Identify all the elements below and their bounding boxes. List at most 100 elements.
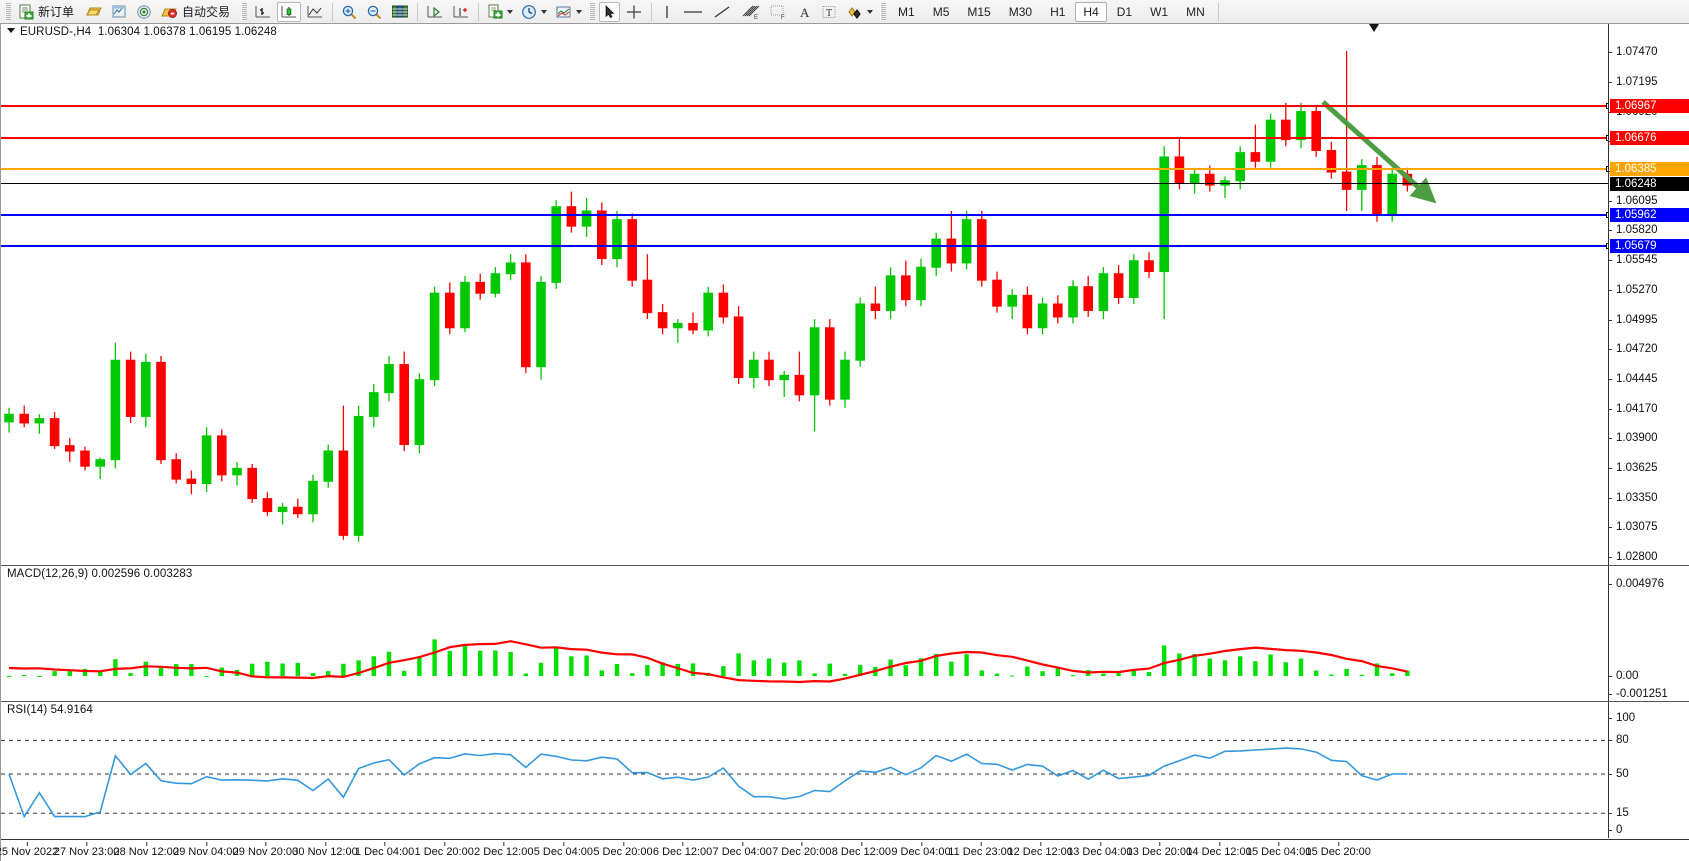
zoom-in-button[interactable]	[338, 2, 361, 22]
rsi-tick: 100	[1608, 712, 1689, 724]
channel-button[interactable]: F	[765, 2, 791, 22]
price-tick: 1.03625	[1608, 462, 1689, 474]
time-tick-label: 13 Dec 20:00	[1126, 842, 1193, 858]
timeframe-m1[interactable]: M1	[898, 4, 915, 19]
chevron-down-icon-4[interactable]	[867, 9, 874, 14]
pivot-line[interactable]	[1, 166, 1612, 173]
candle-body	[19, 413, 29, 424]
price-tick: 1.03350	[1608, 492, 1689, 504]
macd-histogram-bar	[599, 670, 604, 676]
candle-body	[4, 413, 14, 423]
crosshair-button[interactable]	[622, 2, 646, 22]
folder-button[interactable]	[83, 2, 106, 22]
macd-histogram-bar	[417, 656, 422, 676]
chevron-down-icon-2[interactable]	[541, 9, 548, 14]
macd-histogram-bar	[736, 653, 741, 676]
chart-collapse-icon[interactable]	[7, 28, 15, 33]
time-axis[interactable]: 25 Nov 2022 27 Nov 23:00 28 Nov 12:00 29 No…	[0, 839, 1689, 861]
price-pane[interactable]: EURUSD-,H4 1.06304 1.06378 1.06195 1.062…	[1, 24, 1689, 565]
candle-body	[627, 219, 638, 281]
chart-area[interactable]: EURUSD-,H4 1.06304 1.06378 1.06195 1.062…	[0, 24, 1689, 861]
text-button[interactable]: A	[793, 2, 815, 22]
timeframe-m5[interactable]: M5	[932, 4, 950, 19]
macd-histogram-bar	[1374, 663, 1380, 676]
cursor-button[interactable]	[599, 1, 621, 22]
templates-button[interactable]	[552, 2, 585, 22]
periods-button[interactable]	[518, 2, 550, 22]
macd-histogram-bar	[660, 662, 665, 676]
horizontal-line-button[interactable]	[679, 2, 707, 22]
price-tick: 1.04720	[1608, 343, 1689, 355]
zoom-out-button[interactable]	[363, 2, 386, 22]
candle-body	[1144, 260, 1154, 273]
chart-tools-grip[interactable]	[241, 2, 248, 21]
rsi-pane[interactable]: RSI(14) 54.9164 100 80 50 15 0	[1, 701, 1689, 838]
candlestick-chart-icon	[281, 5, 297, 17]
toolbar-grip[interactable]	[5, 2, 11, 21]
timeframe-m15[interactable]: M15	[967, 4, 991, 19]
market-watch-button[interactable]	[108, 2, 131, 22]
macd-histogram-bar	[1253, 661, 1258, 676]
candle-body	[581, 210, 592, 227]
new-order-button[interactable]: 新订单	[15, 2, 81, 22]
timeframe-mn[interactable]: MN	[1186, 4, 1205, 19]
auto-trading-button[interactable]: 自动交易	[158, 2, 237, 22]
resistance-2-label[interactable]: 1.06967	[1610, 99, 1689, 114]
macd-histogram-bar	[903, 665, 908, 676]
current-price-label[interactable]: 1.06248	[1610, 177, 1689, 192]
candle-body	[186, 478, 197, 484]
macd-histogram-bar	[782, 662, 787, 676]
timeframe-w1[interactable]: W1	[1150, 4, 1169, 19]
macd-histogram-bar	[98, 671, 103, 676]
candle-body	[141, 361, 151, 417]
rsi-axis[interactable]: 100 80 50 15 0	[1608, 702, 1689, 838]
candle-body	[794, 374, 805, 396]
templates-icon	[556, 6, 571, 17]
line-chart-button[interactable]	[303, 2, 327, 22]
vertical-line-button[interactable]	[657, 2, 677, 22]
macd-histogram-bar	[584, 655, 589, 676]
resistance-1-label[interactable]: 1.06676	[1610, 130, 1689, 145]
chart-shift-button[interactable]	[423, 2, 447, 22]
timeframe-h1[interactable]: H1	[1050, 4, 1066, 19]
fibonacci-button[interactable]: E	[737, 2, 763, 22]
market-columns-button[interactable]	[388, 2, 412, 22]
resistance-line-2[interactable]	[1, 103, 1612, 110]
navigator-button[interactable]	[133, 2, 156, 22]
trendline-button[interactable]	[709, 2, 735, 22]
resistance-line-1[interactable]	[1, 134, 1612, 141]
drawing-tools-grip[interactable]	[589, 2, 596, 21]
chevron-down-icon-3[interactable]	[576, 9, 583, 14]
timeframe-m30[interactable]: M30	[1008, 4, 1033, 19]
bar-chart-button[interactable]	[251, 2, 275, 22]
macd-histogram-bar	[1070, 675, 1076, 677]
macd-signal-line	[8, 640, 1408, 684]
auto-scroll-button[interactable]	[449, 2, 473, 22]
macd-axis[interactable]: 0.004976 0.00 -0.001251	[1608, 566, 1689, 701]
chevron-down-icon[interactable]	[507, 9, 514, 14]
support-1-label[interactable]: 1.05962	[1610, 208, 1689, 223]
shapes-button[interactable]	[843, 2, 876, 22]
candle-body	[1068, 286, 1078, 318]
indicators-button[interactable]	[484, 2, 516, 22]
macd-histogram-bar	[295, 662, 300, 676]
current-price-line[interactable]	[1, 183, 1609, 185]
pivot-label[interactable]: 1.06385	[1610, 162, 1689, 177]
text-label-button[interactable]: T	[817, 2, 841, 22]
rsi-tick: 50	[1608, 768, 1689, 780]
market-columns-icon	[392, 5, 408, 17]
macd-histogram-bar	[371, 656, 376, 676]
candlestick-chart-button[interactable]	[277, 1, 302, 22]
candle-body	[901, 275, 911, 301]
timeframe-h4[interactable]: H4	[1075, 1, 1107, 22]
macd-pane[interactable]: MACD(12,26,9) 0.002596 0.003283 0.004976…	[1, 565, 1689, 701]
support-2-label[interactable]: 1.05679	[1610, 238, 1689, 253]
macd-histogram-bar	[143, 661, 148, 676]
rsi-line	[8, 747, 1408, 819]
macd-histogram-bar	[1329, 674, 1334, 676]
candle-body	[688, 322, 698, 331]
timeframe-d1[interactable]: D1	[1116, 4, 1133, 19]
timeframes-grip[interactable]	[880, 2, 887, 21]
support-line-2[interactable]	[1, 242, 1612, 249]
support-line-1[interactable]	[1, 212, 1612, 219]
